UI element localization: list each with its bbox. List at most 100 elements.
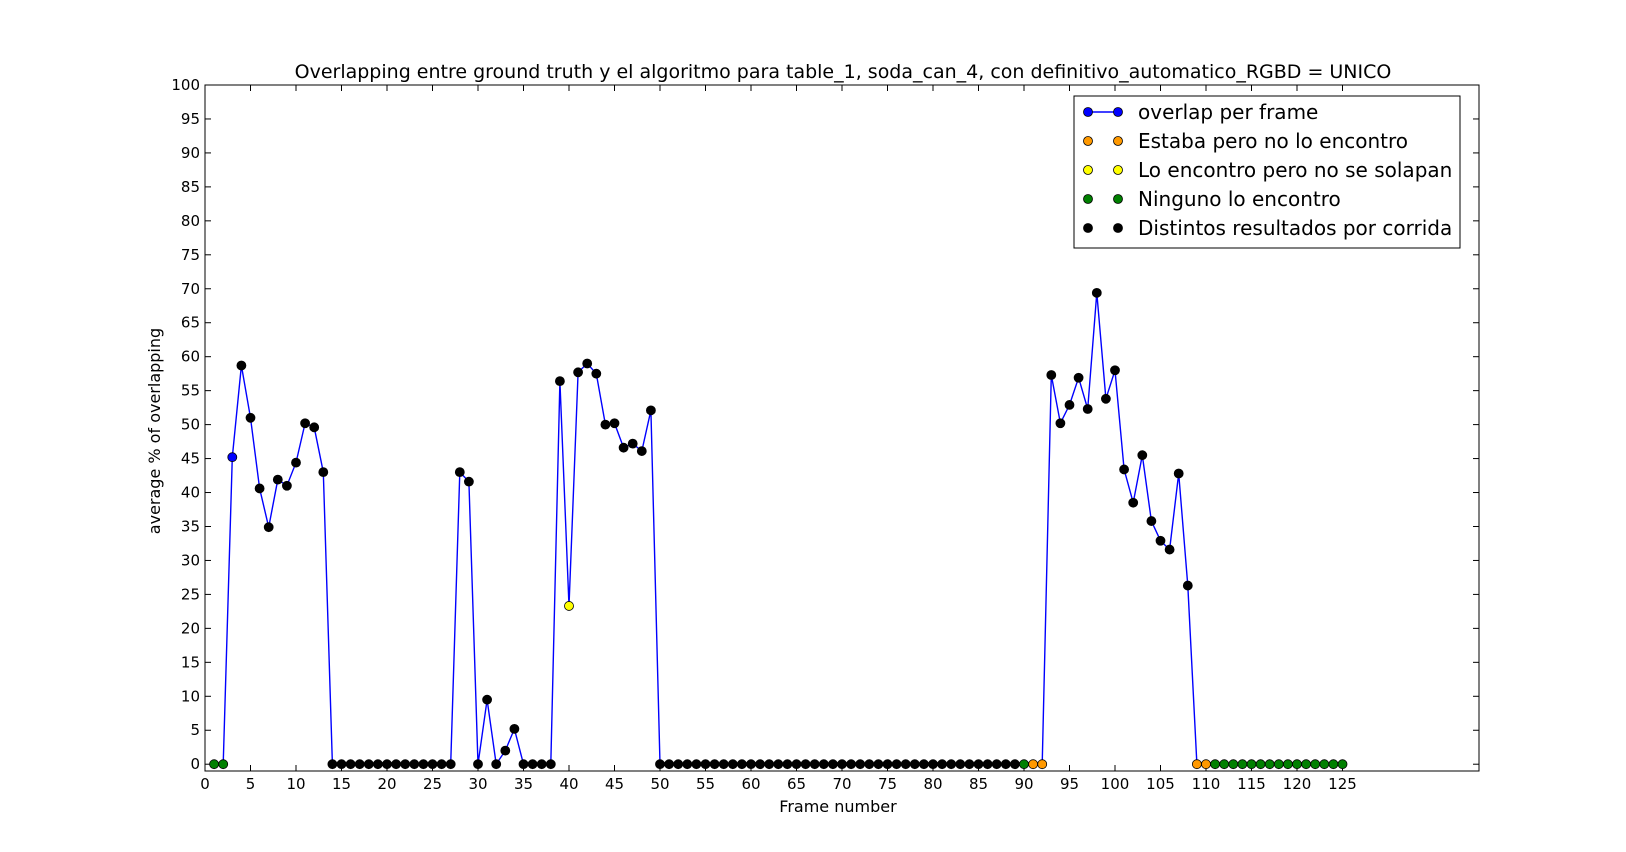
data-point-varied [809,759,820,770]
data-point-varied [964,759,975,770]
data-point-varied [855,759,866,770]
data-point-varied [436,759,447,770]
data-point-varied [773,759,784,770]
legend-label: overlap per frame [1138,100,1318,124]
data-point-varied [445,759,456,770]
data-point-varied [509,723,520,734]
data-point-varied [555,376,565,387]
y-tick-label: 0 [190,755,200,773]
x-tick-label: 95 [1060,775,1079,793]
data-point-varied [828,759,838,770]
x-tick-label: 80 [923,775,942,793]
data-point-varied [737,759,747,770]
legend-label: Distintos resultados por corrida [1138,216,1452,240]
y-tick-label: 60 [181,348,200,366]
legend-marker [1113,136,1123,146]
x-axis-label: Frame number [779,797,897,816]
data-point-varied [1082,404,1093,414]
data-point-varied [919,759,929,770]
legend-marker [1083,107,1093,117]
y-tick-label: 75 [181,246,200,264]
data-point-varied [391,759,402,770]
data-point-none_found [1228,759,1239,770]
data-point-none_found [218,759,229,770]
y-tick-label: 30 [181,551,200,569]
data-point-varied [782,759,793,770]
data-point-varied [991,759,1002,770]
x-tick-label: 50 [650,775,669,793]
legend-marker [1083,136,1093,146]
data-point-varied [727,759,738,770]
data-point-overlap [227,452,238,463]
data-point-varied [1155,535,1166,546]
data-point-varied [327,759,338,770]
x-tick-label: 105 [1146,775,1175,793]
x-tick-label: 110 [1192,775,1221,793]
data-point-varied [1101,393,1111,404]
data-point-varied [1064,400,1075,410]
data-point-varied [946,759,957,770]
data-point-varied [664,759,674,770]
data-point-varied [473,759,483,770]
x-tick-label: 30 [468,775,487,793]
data-point-varied [755,759,765,770]
data-point-varied [627,438,638,449]
data-point-varied [609,418,620,429]
data-point-varied [1119,464,1129,475]
y-tick-label: 100 [171,76,200,94]
data-point-varied [318,467,329,478]
data-point-no_overlap [564,601,574,611]
y-tick-label: 5 [190,721,200,739]
data-point-varied [363,759,374,770]
data-point-varied [291,457,301,468]
data-point-varied [1164,544,1175,555]
data-point-varied [354,759,365,770]
legend-marker [1083,194,1093,204]
axis-ticks: 0 5 10 15 20 25 30 35 40 45 50 55 60 65 70 75 80 85 90 95 10… [171,76,1479,793]
data-point-varied [1000,759,1011,770]
data-point-varied [846,759,856,770]
data-point-varied [982,759,993,770]
legend: overlap per frame Estaba pero no lo encon… [1073,95,1461,249]
data-point-varied [272,474,283,485]
data-point-varied [463,476,474,487]
data-point-varied [928,759,938,770]
data-point-varied [1137,450,1148,461]
data-point-varied [882,759,893,770]
data-point-varied [409,759,420,770]
x-tick-label: 55 [696,775,715,793]
data-point-varied [818,759,829,770]
x-tick-label: 45 [605,775,624,793]
data-point-varied [618,442,629,453]
y-tick-label: 15 [181,653,200,671]
data-point-varied [345,759,356,770]
data-point-varied [491,759,502,770]
data-point-none_found [1319,759,1330,770]
data-point-varied [418,759,429,770]
legend-marker [1113,107,1123,117]
y-tick-label: 35 [181,517,200,535]
x-tick-label: 60 [741,775,760,793]
data-point-varied [973,759,984,770]
data-point-none_found [1328,759,1339,770]
data-point-varied [864,759,875,770]
data-point-none_found [1237,759,1248,770]
data-point-varied [746,759,756,770]
data-point-varied [691,759,702,770]
data-point-varied [837,759,847,770]
data-point-none_found [1264,759,1275,770]
y-tick-label: 95 [181,110,200,128]
data-point-varied [1110,365,1120,376]
data-point-varied [937,759,947,770]
x-tick-label: 65 [787,775,806,793]
y-tick-label: 45 [181,450,200,468]
x-tick-label: 10 [286,775,305,793]
data-point-none_found [1273,759,1284,770]
x-tick-label: 20 [377,775,396,793]
legend-marker [1113,194,1123,204]
data-point-varied [454,467,465,478]
data-point-varied [1055,418,1066,429]
y-tick-label: 55 [181,382,200,400]
data-point-varied [1128,497,1139,508]
